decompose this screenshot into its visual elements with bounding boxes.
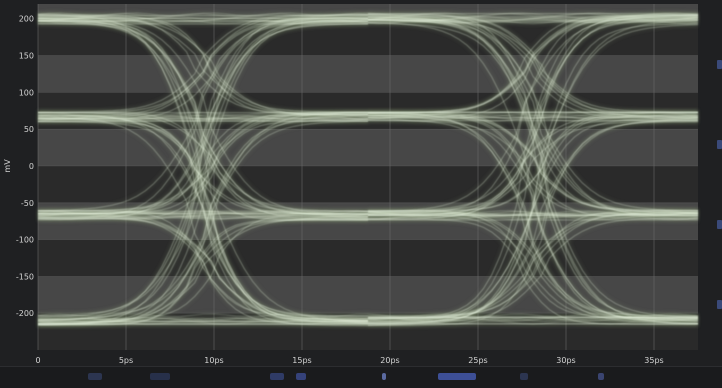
signal-trace: [37, 316, 699, 322]
plot-band: [38, 55, 698, 93]
signal-trace: [367, 14, 699, 212]
x-tick-label: 30ps: [556, 356, 575, 365]
signal-trace: [37, 317, 699, 322]
signal-trace: [37, 216, 699, 221]
x-tick-label: 10ps: [204, 356, 223, 365]
x-tick-label: 5ps: [119, 356, 133, 365]
x-tick-label: 0: [35, 356, 40, 365]
trace-layer: [37, 12, 699, 327]
signal-trace: [38, 219, 368, 326]
signal-trace: [367, 16, 699, 318]
signal-trace: [37, 12, 699, 18]
signal-trace: [37, 111, 699, 116]
signal-trace: [37, 20, 699, 25]
channel-marker[interactable]: [717, 220, 722, 229]
signal-trace: [37, 212, 699, 217]
signal-trace: [38, 13, 368, 113]
x-tick-label: 35ps: [644, 356, 663, 365]
signal-trace: [37, 111, 368, 317]
x-axis-ticks: 0 5ps 10ps 15ps 20ps 25ps 30ps 35ps: [35, 356, 663, 365]
signal-trace: [37, 313, 699, 318]
y-axis-ticks: 200 150 100 50 0 -50 -100 -150 -200: [16, 15, 34, 318]
y-tick-label: -50: [21, 199, 34, 208]
plot-band: [38, 239, 698, 277]
signal-trace: [38, 111, 368, 212]
channel-marker[interactable]: [717, 140, 722, 149]
y-tick-label: 0: [29, 162, 34, 171]
y-tick-label: -200: [16, 309, 34, 318]
timeline-segment[interactable]: [520, 373, 528, 380]
y-tick-label: 150: [19, 52, 34, 61]
x-tick-label: 25ps: [468, 356, 487, 365]
timeline-segment[interactable]: [598, 373, 604, 380]
timeline-segment[interactable]: [88, 373, 102, 380]
timeline-segment[interactable]: [270, 373, 284, 380]
timeline-segment[interactable]: [150, 373, 170, 380]
x-tick-label: 15ps: [292, 356, 311, 365]
channel-marker[interactable]: [717, 60, 722, 69]
channel-marker[interactable]: [717, 300, 722, 309]
signal-trace: [368, 217, 698, 324]
signal-trace: [38, 214, 368, 322]
y-tick-label: 100: [19, 88, 34, 97]
signal-trace: [37, 114, 699, 119]
signal-trace: [37, 117, 699, 122]
y-axis-label: mV: [3, 159, 12, 173]
signal-trace: [37, 17, 699, 23]
y-tick-label: -150: [16, 272, 34, 281]
timeline-segment[interactable]: [296, 373, 306, 380]
timeline-segment[interactable]: [438, 373, 476, 380]
plot-band: [38, 129, 698, 166]
signal-trace: [37, 320, 699, 325]
y-tick-label: 200: [19, 15, 34, 24]
timeline-segment[interactable]: [382, 373, 386, 380]
x-tick-label: 20ps: [380, 356, 399, 365]
timeline-strip[interactable]: [0, 366, 722, 388]
y-tick-label: -100: [16, 236, 34, 245]
y-tick-label: 50: [24, 125, 34, 134]
